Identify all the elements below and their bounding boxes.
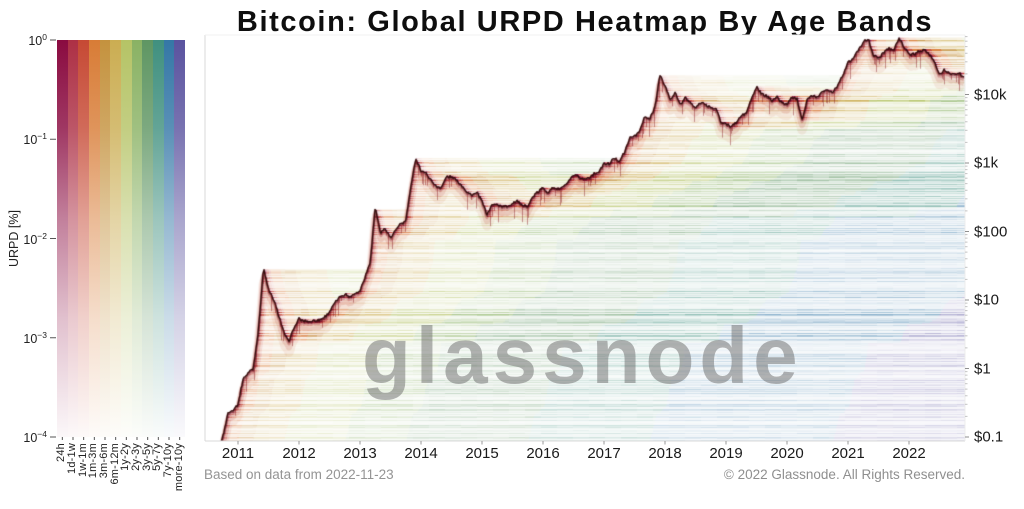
colorbar-ytick: 10−1 [23,131,47,148]
price-tick-label: $10 [974,291,1000,309]
colorbar-ytick: 10−3 [23,329,47,346]
year-tick-label: 2022 [892,445,926,462]
colorbar-band-1y-2y [121,40,132,437]
colorbar-band-3y-5y [142,40,154,437]
colorbar-band-1w-1m [78,40,90,437]
copyright-note: © 2022 Glassnode. All Rights Reserved. [723,467,965,482]
year-tick-label: 2020 [770,445,804,462]
colorbar-band-1d-1w [67,40,79,437]
year-tick-label: 2017 [587,445,621,462]
colorbar-band-5y-7y [153,40,164,437]
chart-title: Bitcoin: Global URPD Heatmap By Age Band… [236,6,934,38]
colorbar-band-7y-10y [163,40,175,437]
year-tick-label: 2019 [709,445,743,462]
data-source-note: Based on data from 2022-11-23 [204,467,394,482]
colorbar-ytick: 10−2 [23,230,47,247]
year-tick-label: 2016 [526,445,560,462]
year-tick-label: 2018 [648,445,682,462]
colorbar-band-2y-3y [131,40,143,437]
colorbar-band-more-10y [174,40,186,437]
price-tick-label: $1 [974,360,991,377]
urpd-heatmap-canvas [205,35,965,441]
colorbar-ytick: 100 [28,31,47,49]
price-tick-label: $100 [974,223,1008,240]
year-tick-label: 2012 [282,445,316,462]
colorbar-band-label: more-10y [172,443,185,492]
colorbar-band-3m-6m [99,40,111,437]
year-tick-label: 2015 [465,445,499,462]
year-tick-label: 2011 [221,445,255,462]
year-tick-label: 2013 [343,445,377,462]
price-tick-label: $10k [974,86,1007,103]
colorbar-age-bands [57,40,186,437]
year-tick-label: 2021 [831,445,865,462]
colorbar-band-24h [57,40,68,437]
year-tick-label: 2014 [404,445,438,462]
colorbar-ytick: 10−4 [23,428,47,446]
colorbar-band-1m-3m [89,40,100,437]
price-tick-label: $1k [974,154,999,172]
price-tick-label: $0.1 [974,428,1004,446]
colorbar-band-6m-12m [110,40,122,437]
